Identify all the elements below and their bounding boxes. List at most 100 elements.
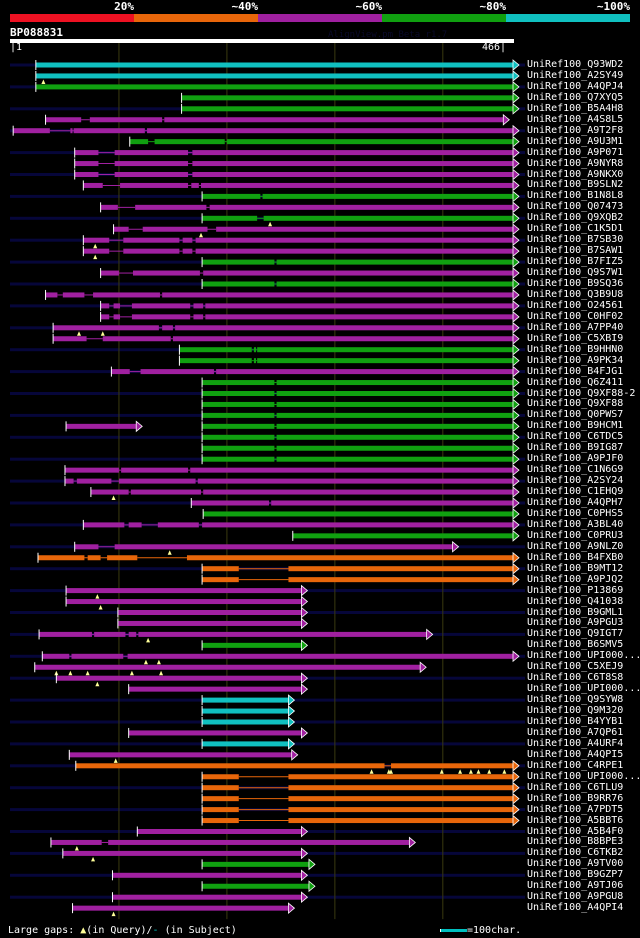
hit-label[interactable]: UniRef100_Q07473 (527, 201, 624, 213)
alignment-segment (263, 215, 513, 221)
query-gap-icon: ▲ (80, 925, 87, 936)
hit-label[interactable]: UniRef100_A4QPI5 (527, 748, 624, 760)
hit-label[interactable]: UniRef100_C5XEJ9 (527, 661, 624, 673)
arrow-head-icon (301, 869, 309, 882)
hit-label[interactable]: UniRef100_A4QPI4 (527, 902, 624, 914)
hit-label[interactable]: UniRef100_UPI000... (527, 683, 640, 695)
hit-label[interactable]: UniRef100_B9IG87 (527, 442, 624, 454)
hit-label[interactable]: UniRef100_C6TKB2 (527, 847, 624, 859)
alignment-segment (288, 807, 513, 813)
hit-label[interactable]: UniRef100_Q9S7W1 (527, 267, 624, 279)
hit-label[interactable]: UniRef100_B9GZP7 (527, 869, 624, 881)
hit-label[interactable]: UniRef100_B9HHN0 (527, 343, 624, 355)
hit-label[interactable]: UniRef100_A4S8L5 (527, 113, 624, 125)
hit-label[interactable]: UniRef100_Q9XQB2 (527, 212, 624, 224)
alignment-segment (276, 401, 513, 407)
hit-label[interactable]: UniRef100_Q41038 (527, 595, 624, 607)
hit-label[interactable]: UniRef100_Q0PWS7 (527, 409, 624, 421)
hit-label[interactable]: UniRef100_C1EHQ9 (527, 486, 624, 498)
subject-gap-text: (in Subject) (158, 925, 237, 936)
hit-label[interactable]: UniRef100_A9PGU8 (527, 891, 624, 903)
alignment-segment (74, 544, 99, 550)
hit-label[interactable]: UniRef100_B7SAW1 (527, 245, 624, 257)
hit-label[interactable]: UniRef100_B9HCM1 (527, 420, 624, 432)
hit-label[interactable]: UniRef100_A9U3M1 (527, 135, 624, 147)
hit-label[interactable]: UniRef100_B9SQ36 (527, 278, 624, 289)
hit-label[interactable]: UniRef100_Q9XF88 (527, 398, 624, 410)
hit-label[interactable]: UniRef100_Q9SYW8 (527, 694, 624, 706)
alignment-segment (179, 358, 252, 364)
hit-label[interactable]: UniRef100_B9RR76 (527, 792, 624, 804)
hit-label[interactable]: UniRef100_C0PHS5 (527, 507, 624, 519)
scale-legend: =100char. (440, 925, 521, 936)
hit-label[interactable]: UniRef100_C4RPE1 (527, 759, 624, 771)
hit-label[interactable]: UniRef100_A4URF4 (527, 737, 624, 749)
hit-label[interactable]: UniRef100_A3BL40 (527, 518, 624, 530)
alignment-segment (76, 478, 112, 484)
arrow-head-icon (301, 847, 309, 860)
hit-label[interactable]: UniRef100_Q9XF88-2 (527, 387, 636, 399)
hit-label[interactable]: UniRef100_O24561 (527, 299, 624, 311)
hit-label[interactable]: UniRef100_C6TLU9 (527, 781, 624, 793)
hit-label[interactable]: UniRef100_C0HF02 (527, 310, 624, 322)
hit-label[interactable]: UniRef100_C1K5D1 (527, 223, 624, 235)
hit-label[interactable]: UniRef100_A4QPH7 (527, 497, 624, 508)
hit-label[interactable]: UniRef100_A9TV00 (527, 858, 624, 870)
alignment-segment (191, 182, 199, 188)
hit-label[interactable]: UniRef100_A9NLZ0 (527, 540, 624, 552)
hit-label[interactable]: UniRef100_Q7XYQ5 (527, 91, 624, 103)
hit-label[interactable]: UniRef100_B1N8L8 (527, 190, 624, 202)
hit-label[interactable]: UniRef100_C1N6G9 (527, 464, 624, 476)
hit-label[interactable]: UniRef100_A9PJF0 (527, 453, 624, 465)
hit-label[interactable]: UniRef100_A2SY24 (527, 475, 624, 487)
hit-label[interactable]: UniRef100_A7PDT5 (527, 803, 624, 815)
hit-label[interactable]: UniRef100_A9PJQ2 (527, 573, 624, 585)
hit-label[interactable]: UniRef100_A4QPJ4 (527, 80, 624, 92)
arrow-head-icon (512, 201, 520, 214)
hit-label[interactable]: UniRef100_Q3B9U8 (527, 288, 624, 300)
hit-label[interactable]: UniRef100_A9PGU3 (527, 617, 624, 629)
hit-label[interactable]: UniRef100_A9NYR8 (527, 157, 624, 169)
hit-label[interactable]: UniRef100_B5A4H8 (527, 102, 624, 114)
hit-label[interactable]: UniRef100_A7PP40 (527, 321, 624, 333)
hit-label[interactable]: UniRef100_B9MT12 (527, 562, 624, 574)
hit-label[interactable]: UniRef100_B8BPE3 (527, 836, 624, 848)
hit-label[interactable]: UniRef100_C6T8S8 (527, 672, 624, 684)
hit-label[interactable]: UniRef100_B4YYB1 (527, 716, 624, 727)
hit-label[interactable]: UniRef100_A7QP61 (527, 726, 624, 738)
hit-label[interactable]: UniRef100_A9T2F8 (527, 124, 624, 136)
hit-label[interactable]: UniRef100_B6SMV5 (527, 639, 624, 651)
query-gap-marker-icon (167, 550, 172, 555)
hit-label[interactable]: UniRef100_P13869 (527, 584, 624, 596)
hit-label[interactable]: UniRef100_B9GML1 (527, 606, 624, 618)
hit-label[interactable]: UniRef100_A9TJ06 (527, 880, 624, 892)
hit-label[interactable]: UniRef100_UPI000... (527, 650, 640, 662)
hit-label[interactable]: UniRef100_C0PRU3 (527, 529, 624, 541)
hit-label[interactable]: UniRef100_UPI000... (527, 770, 640, 782)
alignment-segment (276, 281, 513, 287)
alignment-segment (271, 500, 513, 506)
hit-label[interactable]: UniRef100_Q9M320 (527, 705, 624, 717)
hit-label[interactable]: UniRef100_Q9IGT7 (527, 628, 624, 640)
alignment-segment (202, 522, 514, 528)
hit-label[interactable]: UniRef100_Q93WD2 (527, 59, 624, 70)
hit-label[interactable]: UniRef100_B4FXB0 (527, 551, 624, 563)
arrow-head-icon (512, 453, 520, 466)
hit-label[interactable]: UniRef100_A5BBT6 (527, 814, 624, 826)
hit-label[interactable]: UniRef100_Q6Z411 (527, 376, 624, 388)
hit-label[interactable]: UniRef100_A2SY49 (527, 69, 624, 81)
hit-label[interactable]: UniRef100_C5XBI9 (527, 332, 624, 344)
hit-label[interactable]: UniRef100_A5B4F0 (527, 825, 624, 837)
hit-label[interactable]: UniRef100_A9NKX0 (527, 168, 624, 180)
hit-label[interactable]: UniRef100_C6TDC5 (527, 431, 624, 443)
alignment-segment (71, 653, 124, 659)
hit-label[interactable]: UniRef100_A9PK34 (527, 354, 624, 366)
alignment-segment (276, 391, 513, 396)
hit-label[interactable]: UniRef100_B7SB30 (527, 234, 624, 246)
hit-label[interactable]: UniRef100_B4FJG1 (527, 365, 624, 377)
hit-label[interactable]: UniRef100_B9SLN2 (527, 179, 624, 191)
hit-label[interactable]: UniRef100_A9P071 (527, 146, 624, 158)
alignment-segment (179, 347, 252, 353)
arrow-head-icon (301, 727, 309, 739)
hit-label[interactable]: UniRef100_B7FIZ5 (527, 256, 624, 268)
